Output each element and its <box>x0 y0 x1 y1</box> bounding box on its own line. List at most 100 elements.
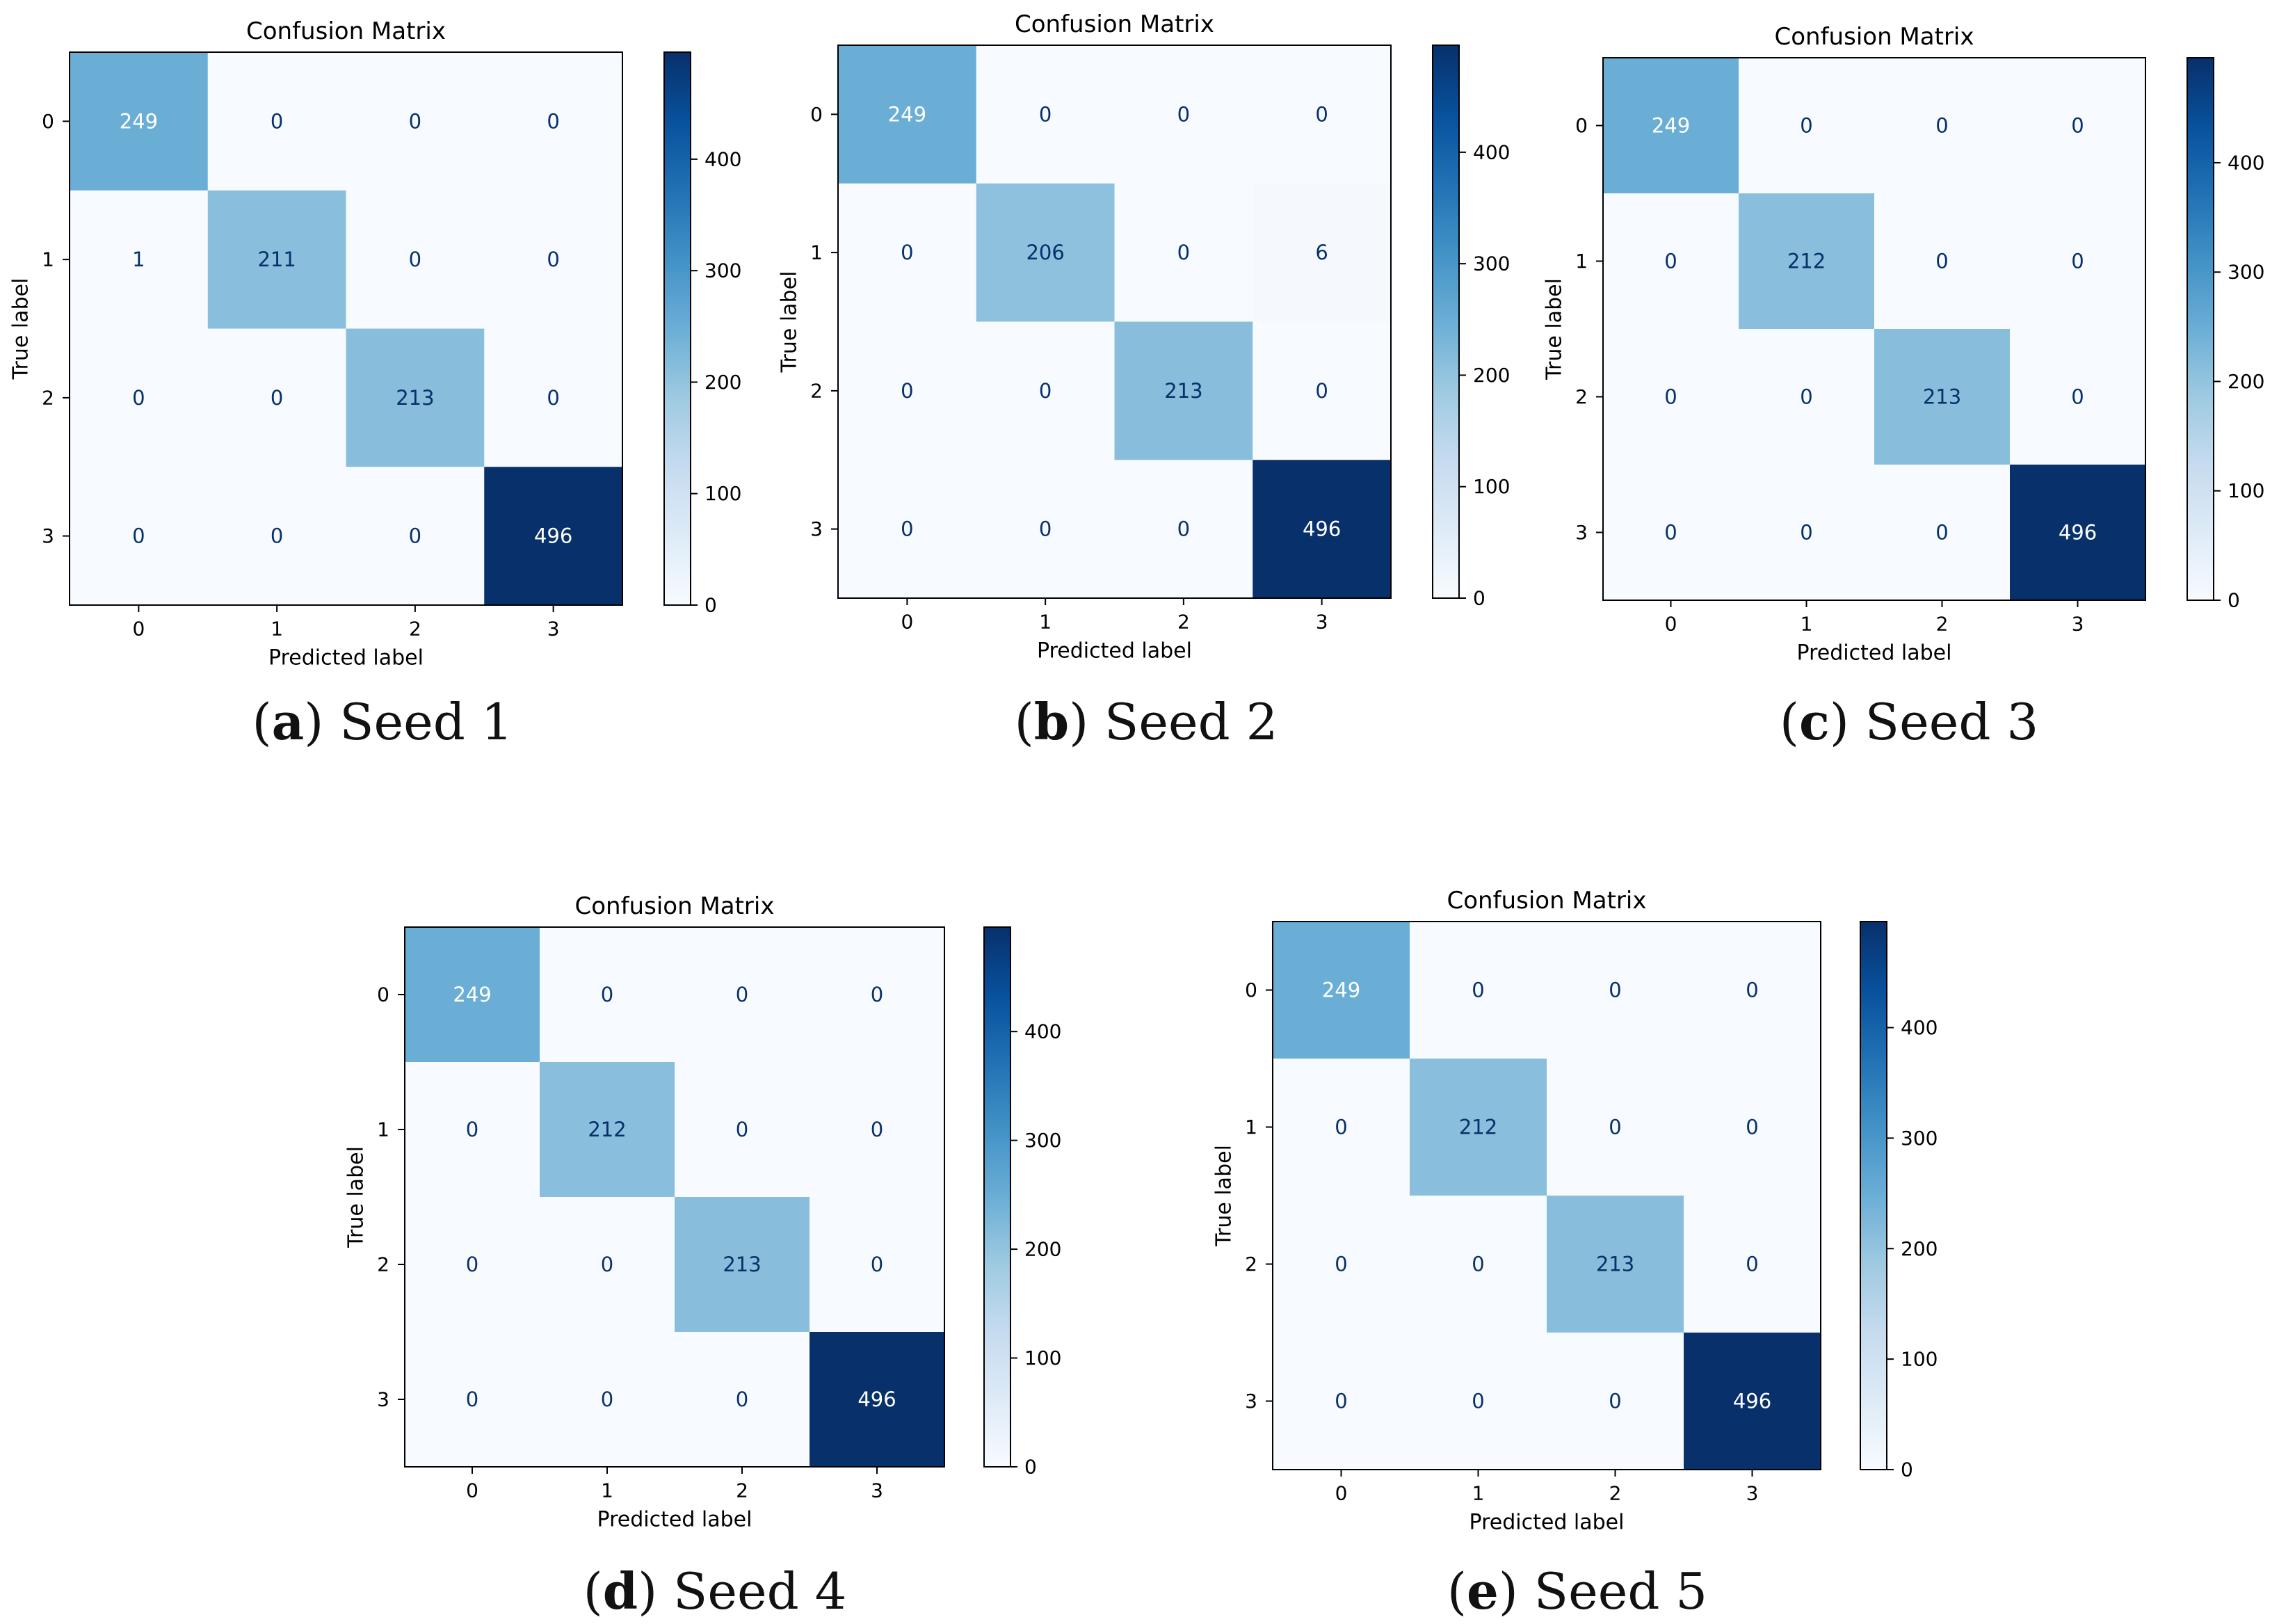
matrix-cell <box>1684 1333 1821 1470</box>
matrix-cell <box>1739 329 1875 465</box>
caption-e: (e) Seed 5 <box>1447 1561 1708 1621</box>
colorbar-tick-label: 100 <box>2228 479 2264 502</box>
colorbar-tick-label: 200 <box>1473 364 1510 387</box>
cell-value-label: 0 <box>1664 521 1677 545</box>
colorbar-tick-label: 400 <box>1473 140 1510 163</box>
cell-value-label: 0 <box>1935 521 1948 545</box>
y-tick-label: 2 <box>810 379 823 402</box>
y-tick-label: 0 <box>1245 979 1257 1002</box>
cell-value-label: 0 <box>2071 250 2084 273</box>
x-tick-label: 0 <box>1665 613 1677 636</box>
cell-value-label: 212 <box>1787 250 1826 273</box>
x-tick-label: 0 <box>132 618 145 641</box>
cell-value-label: 249 <box>888 102 926 126</box>
y-axis-label: True label <box>1543 278 1567 380</box>
caption-e-letter: e <box>1466 1561 1499 1621</box>
y-axis-label: True label <box>1212 1145 1237 1247</box>
chart-panel-d: Confusion Matrix 249 0 0 0 0 212 0 0 0 0 213 0 0 0 0 496… <box>334 869 1099 1540</box>
y-tick-label: 0 <box>377 983 389 1006</box>
matrix-cell <box>1547 1059 1684 1196</box>
cell-value-label: 0 <box>1039 379 1052 403</box>
x-tick-label: 0 <box>466 1479 478 1502</box>
x-axis-label: Predicted label <box>1037 639 1192 664</box>
matrix-frame <box>1602 57 2146 601</box>
matrix-cell <box>1114 321 1253 460</box>
matrix-cell <box>1253 45 1392 184</box>
cell-value-label: 0 <box>547 109 559 133</box>
matrix-frame <box>69 51 623 606</box>
x-tick-label: 2 <box>409 618 421 641</box>
cell-value-label: 206 <box>1026 241 1064 264</box>
cell-value-label: 249 <box>120 109 158 133</box>
cell-value-label: 0 <box>601 1388 613 1411</box>
y-tick-label: 0 <box>810 103 823 126</box>
x-tick-label: 2 <box>1936 613 1949 636</box>
y-tick-label: 3 <box>1575 521 1588 544</box>
matrix-cell <box>1547 1196 1684 1333</box>
matrix-cell <box>675 927 810 1063</box>
y-tick-label: 2 <box>377 1253 389 1276</box>
cell-value-label: 211 <box>257 248 296 271</box>
matrix-cell <box>207 190 346 329</box>
cell-value-label: 212 <box>1459 1116 1497 1139</box>
x-tick-label: 3 <box>547 618 560 641</box>
cell-value-label: 0 <box>2071 114 2084 138</box>
cell-value-label: 0 <box>1472 979 1484 1002</box>
cell-value-label: 1 <box>132 248 145 271</box>
matrix-cell <box>1603 329 1739 465</box>
cell-value-label: 496 <box>2059 521 2097 545</box>
caption-a: (a) Seed 1 <box>252 692 513 751</box>
cell-value-label: 0 <box>1472 1253 1484 1276</box>
cell-value-label: 0 <box>2071 385 2084 409</box>
x-axis-label: Predicted label <box>1797 641 1952 666</box>
matrix-cell <box>70 190 209 329</box>
cell-value-label: 0 <box>736 1388 748 1411</box>
cell-value-label: 249 <box>1322 979 1360 1002</box>
cell-value-label: 0 <box>466 1253 478 1276</box>
cell-value-label: 0 <box>547 386 559 410</box>
caption-d-text: Seed 4 <box>673 1562 847 1621</box>
y-tick-label: 1 <box>42 248 54 271</box>
x-tick-label: 1 <box>1801 613 1813 636</box>
caption-e-text: Seed 5 <box>1533 1562 1708 1621</box>
matrix-cell <box>1114 45 1253 184</box>
x-tick-label: 2 <box>736 1479 748 1502</box>
x-tick-label: 3 <box>871 1479 883 1502</box>
matrix-cell <box>1410 922 1547 1059</box>
matrix-cell <box>810 1062 945 1198</box>
matrix-cell <box>1603 58 1739 194</box>
cell-value-label: 0 <box>1039 102 1052 126</box>
y-axis-label: True label <box>344 1146 369 1248</box>
cell-value-label: 249 <box>1652 114 1690 138</box>
matrix-cell <box>1874 58 2011 194</box>
cell-value-label: 0 <box>901 241 913 264</box>
matrix-cell <box>976 45 1115 184</box>
colorbar-tick-label: 300 <box>1473 252 1510 275</box>
chart-title: Confusion Matrix <box>1015 10 1214 38</box>
colorbar-tick-label: 0 <box>1473 587 1485 610</box>
matrix-frame <box>1272 921 1821 1470</box>
colorbar-tick-label: 0 <box>2228 589 2240 612</box>
matrix-cell <box>405 1332 540 1468</box>
y-axis-label: True label <box>9 278 33 380</box>
matrix-cell <box>405 927 540 1063</box>
cell-value-label: 0 <box>1472 1390 1484 1413</box>
matrix-cell <box>976 321 1115 460</box>
y-tick-label: 2 <box>1245 1253 1257 1276</box>
cell-value-label: 0 <box>601 983 613 1006</box>
cell-value-label: 213 <box>723 1253 761 1276</box>
matrix-cell <box>675 1197 810 1333</box>
matrix-cell <box>1874 329 2011 465</box>
caption-c-text: Seed 3 <box>1865 693 2039 751</box>
colorbar-tick-label: 400 <box>2228 151 2264 174</box>
cell-value-label: 0 <box>871 1253 883 1276</box>
matrix-cell <box>810 1332 945 1468</box>
matrix-cell <box>405 1062 540 1198</box>
cell-value-label: 0 <box>1746 1116 1758 1139</box>
colorbar-tick-label: 300 <box>1024 1129 1061 1152</box>
matrix-cell <box>1547 922 1684 1059</box>
cell-value-label: 0 <box>1335 1390 1347 1413</box>
matrix-cell <box>484 190 623 329</box>
